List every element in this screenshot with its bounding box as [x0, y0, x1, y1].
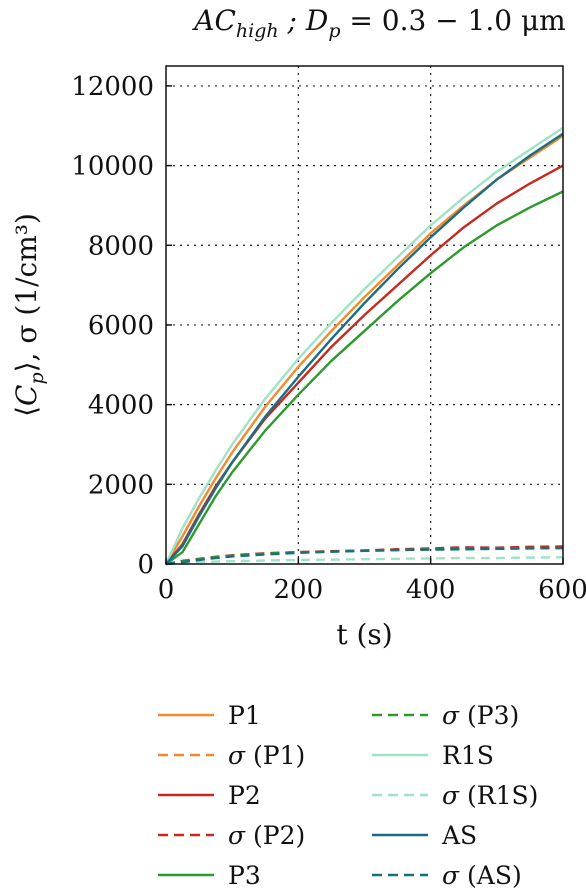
y-tick-label: 2000 — [88, 470, 154, 500]
legend-item-p3: σ (P3) — [372, 701, 519, 730]
series-line-p3 — [165, 190, 564, 565]
y-tick-label: 4000 — [88, 391, 154, 421]
x-tick-label: 0 — [158, 575, 175, 605]
grid-lines — [166, 66, 563, 564]
legend-label: P3 — [228, 861, 261, 890]
y-axis-ticks: 0 2000 4000 6000 8000 10000 12000 — [71, 72, 172, 580]
y-axis-title: ⟨Cp⟩, σ (1/cm³) — [10, 213, 48, 417]
legend-label: σ (P2) — [228, 821, 305, 850]
legend-label: AS — [441, 821, 477, 850]
plot-frame — [165, 65, 564, 565]
series-line-as — [165, 546, 564, 566]
legend-label: R1S — [442, 741, 494, 770]
legend-item-p1: σ (P1) — [158, 741, 305, 770]
series-line-r1s — [165, 556, 564, 566]
x-axis-ticks: 0 200 400 600 — [158, 558, 586, 605]
x-tick-label: 600 — [538, 575, 586, 605]
legend-item-as: σ (AS) — [372, 861, 522, 890]
legend-label: σ (P3) — [442, 701, 519, 730]
series-line-as — [165, 132, 564, 565]
y-tick-label: 8000 — [88, 231, 154, 261]
y-tick-label: 10000 — [71, 152, 154, 182]
legend: P1 σ (P1) P2 σ (P2) P3 σ (P3) R1S σ (R1S) AS σ (A… — [158, 701, 538, 890]
y-tick-label: 12000 — [71, 72, 154, 102]
x-tick-label: 400 — [406, 575, 456, 605]
series-line-p2 — [165, 164, 564, 565]
series-layer — [164, 126, 564, 566]
chart-title: AChigh ; Dp = 0.3 − 1.0 μm — [191, 4, 565, 42]
legend-label: P2 — [228, 781, 261, 810]
legend-item-p2: P2 — [158, 781, 261, 810]
legend-item-p2: σ (P2) — [158, 821, 305, 850]
legend-item-r1s: R1S — [372, 741, 494, 770]
legend-label: σ (AS) — [442, 861, 522, 890]
y-tick-label: 6000 — [88, 311, 154, 341]
x-tick-label: 200 — [274, 575, 324, 605]
legend-item-as: AS — [372, 821, 477, 850]
y-tick-label: 0 — [137, 550, 154, 580]
legend-item-p1: P1 — [158, 701, 261, 730]
legend-label: σ (R1S) — [442, 781, 538, 810]
legend-item-p3: P3 — [158, 861, 261, 890]
x-axis-title: t (s) — [336, 618, 392, 651]
legend-label: σ (P1) — [228, 741, 305, 770]
legend-label: P1 — [228, 701, 261, 730]
legend-item-r1s: σ (R1S) — [372, 781, 538, 810]
series-line-r1s — [164, 126, 564, 565]
